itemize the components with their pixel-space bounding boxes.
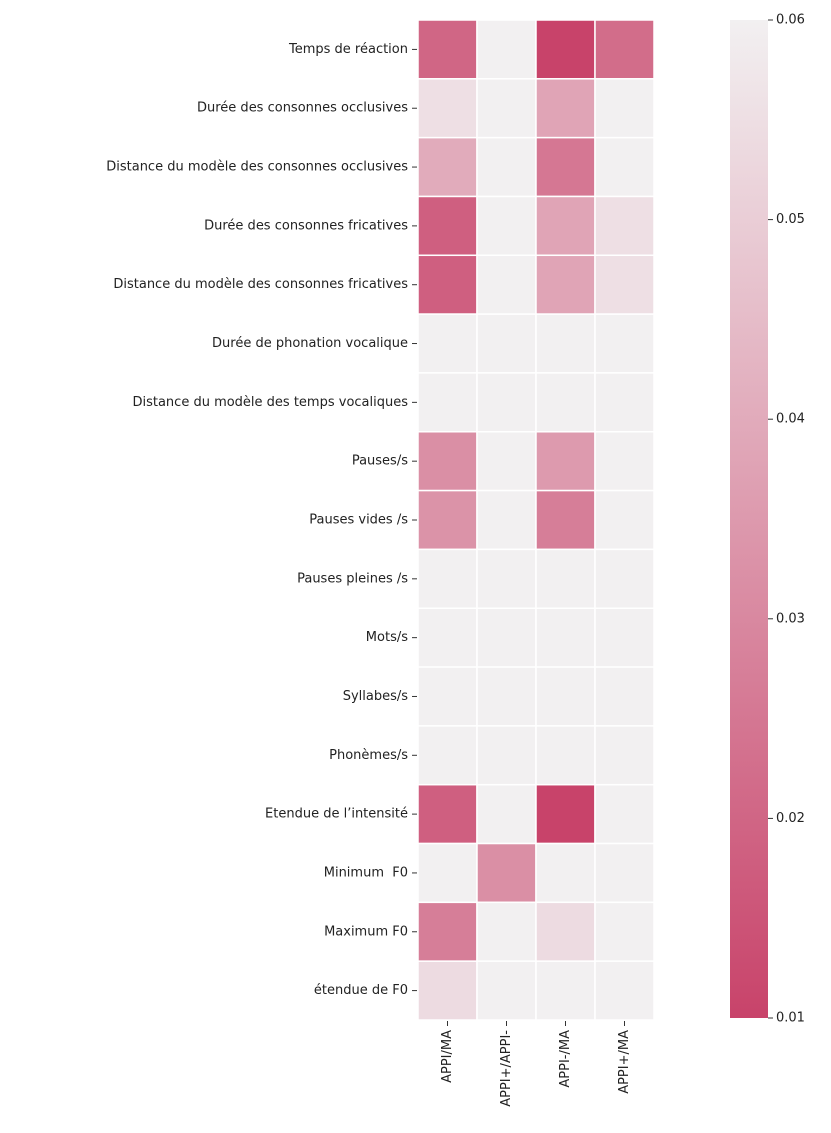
- heat-cell: [476, 901, 537, 962]
- heat-cell: [417, 666, 478, 727]
- y-tick-label: Mots/s: [366, 630, 408, 645]
- heat-cell: [417, 842, 478, 904]
- heat-cell: [535, 254, 596, 315]
- heat-cell: [476, 254, 537, 315]
- heat-cell: [417, 431, 478, 492]
- heat-cell: [417, 548, 478, 609]
- heat-cell: [594, 489, 655, 551]
- heat-cell: [594, 19, 655, 80]
- y-tick-label: Pauses pleines /s: [297, 571, 408, 586]
- heat-cell: [594, 783, 655, 845]
- heat-cell: [417, 725, 478, 786]
- y-tick-label: Distance du modèle des temps vocaliques: [132, 395, 408, 410]
- heat-cell: [476, 666, 537, 727]
- heat-cell: [535, 195, 596, 257]
- heat-cell: [535, 842, 596, 904]
- heat-cell: [476, 19, 537, 80]
- heat-cell: [594, 960, 655, 1021]
- heat-cell: [476, 313, 537, 374]
- heat-cell: [535, 548, 596, 609]
- heat-cell: [417, 607, 478, 668]
- heat-cell: [476, 783, 537, 845]
- heat-cell: [535, 78, 596, 139]
- y-tick-label: Durée de phonation vocalique: [212, 336, 408, 351]
- heat-cell: [417, 489, 478, 551]
- y-tick-label: Temps de réaction: [288, 42, 408, 57]
- heat-cell: [594, 136, 655, 198]
- heat-cell: [535, 607, 596, 668]
- heat-cell: [535, 960, 596, 1021]
- x-tick-label: APPI-/MA: [558, 1030, 573, 1088]
- colorbar-tick-label: 0.02: [776, 811, 805, 826]
- heat-cell: [476, 548, 537, 609]
- heat-cell: [476, 372, 537, 433]
- y-tick-label: Pauses/s: [352, 454, 408, 469]
- heat-cell: [476, 195, 537, 257]
- x-tick-label: APPI+/APPI-: [499, 1030, 514, 1107]
- heat-cell: [476, 78, 537, 139]
- heat-cell: [535, 372, 596, 433]
- y-tick-label: Durée des consonnes fricatives: [204, 218, 408, 233]
- heat-cell: [594, 548, 655, 609]
- heat-cell: [476, 607, 537, 668]
- heat-cell: [535, 136, 596, 198]
- heat-cell: [476, 489, 537, 551]
- heat-cell: [417, 195, 478, 257]
- heat-cell: [594, 195, 655, 257]
- heat-cell: [417, 960, 478, 1021]
- y-tick-label: Distance du modèle des consonnes occlusi…: [106, 160, 408, 175]
- heat-cell: [594, 901, 655, 962]
- heat-cell: [476, 431, 537, 492]
- heat-cell: [417, 254, 478, 315]
- heat-cell: [594, 431, 655, 492]
- heat-cell: [535, 783, 596, 845]
- heat-cell: [417, 901, 478, 962]
- y-tick-label: Phonèmes/s: [329, 748, 408, 763]
- heat-cell: [535, 313, 596, 374]
- y-tick-label: Etendue de l’intensité: [265, 807, 408, 822]
- heat-cell: [594, 607, 655, 668]
- y-tick-label: Distance du modèle des consonnes fricati…: [113, 277, 408, 292]
- colorbar-tick-label: 0.06: [776, 13, 805, 28]
- heat-cell: [594, 313, 655, 374]
- heat-cell: [417, 19, 478, 80]
- heat-cell: [594, 725, 655, 786]
- x-tick-label: APPI+/MA: [617, 1030, 632, 1094]
- heat-cell: [476, 960, 537, 1021]
- y-tick-label: Maximum F0: [324, 924, 408, 939]
- heat-cell: [417, 136, 478, 198]
- colorbar: [730, 20, 768, 1018]
- y-tick-label: étendue de F0: [314, 983, 408, 998]
- heat-cell: [535, 725, 596, 786]
- x-tick-label: APPI/MA: [440, 1030, 455, 1083]
- heat-cell: [476, 842, 537, 904]
- heat-cell: [417, 78, 478, 139]
- colorbar-tick-label: 0.01: [776, 1011, 805, 1026]
- colorbar-tick-label: 0.03: [776, 611, 805, 626]
- heat-cell: [535, 489, 596, 551]
- y-tick-label: Pauses vides /s: [309, 513, 408, 528]
- heat-cell: [417, 372, 478, 433]
- heat-cell: [417, 313, 478, 374]
- heat-cell: [594, 842, 655, 904]
- heat-cell: [594, 78, 655, 139]
- y-tick-label: Minimum F0: [324, 865, 408, 880]
- heat-cell: [535, 431, 596, 492]
- y-tick-label: Syllabes/s: [343, 689, 409, 704]
- y-tick-label: Durée des consonnes occlusives: [197, 101, 408, 116]
- heat-cell: [594, 254, 655, 315]
- heat-cell: [594, 372, 655, 433]
- colorbar-tick-label: 0.04: [776, 412, 805, 427]
- heat-cell: [535, 666, 596, 727]
- heat-cell: [476, 136, 537, 198]
- heat-cell: [476, 725, 537, 786]
- heat-cell: [535, 901, 596, 962]
- heat-cell: [594, 666, 655, 727]
- colorbar-tick-label: 0.05: [776, 212, 805, 227]
- heat-cell: [417, 783, 478, 845]
- heat-cell: [535, 19, 596, 80]
